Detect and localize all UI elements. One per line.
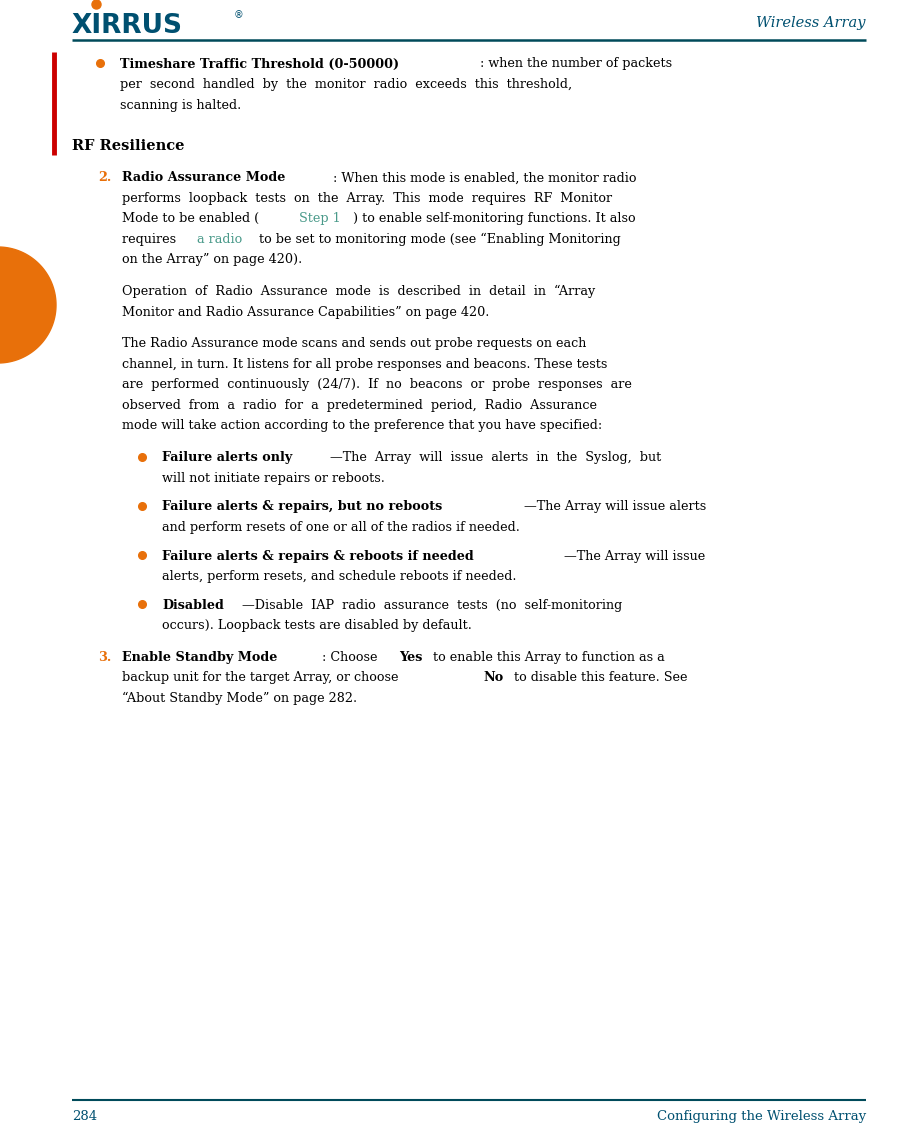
Text: —The Array will issue: —The Array will issue bbox=[564, 549, 705, 563]
Text: to disable this feature. See: to disable this feature. See bbox=[510, 672, 687, 684]
Text: to enable this Array to function as a: to enable this Array to function as a bbox=[430, 652, 665, 664]
Text: scanning is halted.: scanning is halted. bbox=[120, 99, 241, 111]
Text: channel, in turn. It listens for all probe responses and beacons. These tests: channel, in turn. It listens for all pro… bbox=[122, 358, 607, 371]
Text: Timeshare Traffic Threshold (0-50000): Timeshare Traffic Threshold (0-50000) bbox=[120, 58, 399, 70]
Text: Failure alerts & repairs & reboots if needed: Failure alerts & repairs & reboots if ne… bbox=[162, 549, 474, 563]
Text: The Radio Assurance mode scans and sends out probe requests on each: The Radio Assurance mode scans and sends… bbox=[122, 338, 587, 350]
Text: Monitor and Radio Assurance Capabilities” on page 420.: Monitor and Radio Assurance Capabilities… bbox=[122, 306, 489, 318]
Text: RF Resilience: RF Resilience bbox=[72, 140, 185, 153]
Text: —Disable  IAP  radio  assurance  tests  (no  self-monitoring: —Disable IAP radio assurance tests (no s… bbox=[241, 599, 622, 612]
Text: : when the number of packets: : when the number of packets bbox=[480, 58, 672, 70]
Text: 284: 284 bbox=[72, 1110, 97, 1123]
Text: Mode to be enabled (: Mode to be enabled ( bbox=[122, 213, 259, 225]
Text: Disabled: Disabled bbox=[162, 599, 223, 612]
Text: : Choose: : Choose bbox=[323, 652, 382, 664]
Text: to be set to monitoring mode (see “Enabling Monitoring: to be set to monitoring mode (see “Enabl… bbox=[255, 233, 621, 246]
Text: 3.: 3. bbox=[98, 652, 111, 664]
Text: are  performed  continuously  (24/7).  If  no  beacons  or  probe  responses  ar: are performed continuously (24/7). If no… bbox=[122, 379, 632, 391]
Text: Wireless Array: Wireless Array bbox=[757, 16, 866, 30]
Text: 2.: 2. bbox=[98, 172, 111, 184]
Text: observed  from  a  radio  for  a  predetermined  period,  Radio  Assurance: observed from a radio for a predetermine… bbox=[122, 399, 597, 412]
Text: ®: ® bbox=[234, 10, 244, 20]
Text: Step 1: Step 1 bbox=[299, 213, 341, 225]
Text: Yes: Yes bbox=[399, 652, 423, 664]
Text: Radio Assurance Mode: Radio Assurance Mode bbox=[122, 172, 286, 184]
Text: “About Standby Mode” on page 282.: “About Standby Mode” on page 282. bbox=[122, 692, 357, 705]
Text: Failure alerts & repairs, but no reboots: Failure alerts & repairs, but no reboots bbox=[162, 500, 442, 513]
Text: Enable Standby Mode: Enable Standby Mode bbox=[122, 652, 278, 664]
Text: and perform resets of one or all of the radios if needed.: and perform resets of one or all of the … bbox=[162, 521, 520, 533]
Text: backup unit for the target Array, or choose: backup unit for the target Array, or cho… bbox=[122, 672, 403, 684]
Text: Configuring the Wireless Array: Configuring the Wireless Array bbox=[657, 1110, 866, 1123]
Text: Operation  of  Radio  Assurance  mode  is  described  in  detail  in  “Array: Operation of Radio Assurance mode is des… bbox=[122, 285, 596, 298]
Polygon shape bbox=[0, 247, 56, 363]
Text: per  second  handled  by  the  monitor  radio  exceeds  this  threshold,: per second handled by the monitor radio … bbox=[120, 78, 572, 91]
Text: ) to enable self-monitoring functions. It also: ) to enable self-monitoring functions. I… bbox=[352, 213, 635, 225]
Text: XIRRUS: XIRRUS bbox=[72, 13, 183, 39]
Text: on the Array” on page 420).: on the Array” on page 420). bbox=[122, 254, 302, 266]
Text: Failure alerts only: Failure alerts only bbox=[162, 451, 292, 464]
Text: : When this mode is enabled, the monitor radio: : When this mode is enabled, the monitor… bbox=[332, 172, 636, 184]
Text: alerts, perform resets, and schedule reboots if needed.: alerts, perform resets, and schedule reb… bbox=[162, 570, 516, 583]
Text: —The Array will issue alerts: —The Array will issue alerts bbox=[523, 500, 705, 513]
Text: a radio: a radio bbox=[197, 233, 242, 246]
Text: No: No bbox=[484, 672, 505, 684]
Text: will not initiate repairs or reboots.: will not initiate repairs or reboots. bbox=[162, 472, 385, 484]
Text: —The  Array  will  issue  alerts  in  the  Syslog,  but: —The Array will issue alerts in the Sysl… bbox=[330, 451, 661, 464]
Text: occurs). Loopback tests are disabled by default.: occurs). Loopback tests are disabled by … bbox=[162, 620, 472, 632]
Text: mode will take action according to the preference that you have specified:: mode will take action according to the p… bbox=[122, 420, 602, 432]
Text: requires: requires bbox=[122, 233, 180, 246]
Text: performs  loopback  tests  on  the  Array.  This  mode  requires  RF  Monitor: performs loopback tests on the Array. Th… bbox=[122, 192, 612, 205]
